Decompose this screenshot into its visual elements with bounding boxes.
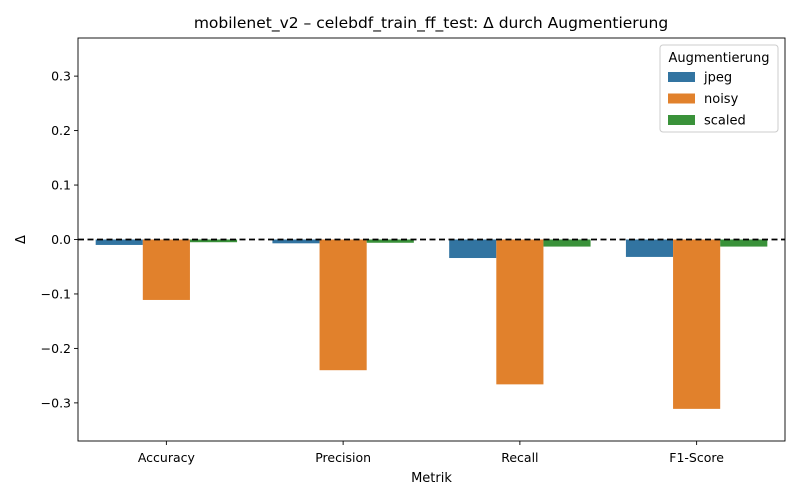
y-tick-label: 0.1 xyxy=(51,178,71,193)
bar-jpeg-f1-score xyxy=(625,239,674,257)
bar-scaled-f1-score xyxy=(720,239,768,247)
bar-noisy-f1-score xyxy=(673,239,721,409)
x-tick-label: Precision xyxy=(315,450,371,465)
x-axis-label: Metrik xyxy=(411,471,452,486)
legend-title: Augmentierung xyxy=(668,51,769,66)
bar-scaled-recall xyxy=(543,239,591,247)
legend-label-jpeg: jpeg xyxy=(703,71,732,86)
legend: Augmentierung jpeg noisy scaled xyxy=(659,44,779,133)
y-tick-label: −0.3 xyxy=(41,395,71,410)
chart-title: mobilenet_v2 – celebdf_train_ff_test: Δ … xyxy=(194,14,668,33)
x-tick-label: F1-Score xyxy=(669,450,724,465)
legend-swatch-jpeg xyxy=(668,72,695,82)
y-tick-label: −0.1 xyxy=(41,286,71,301)
legend-box xyxy=(659,44,779,133)
plot-frame xyxy=(77,37,786,442)
bar-scaled-accuracy xyxy=(189,239,238,243)
legend-entries: jpeg noisy scaled xyxy=(668,71,746,129)
x-tick-label: Accuracy xyxy=(138,450,196,465)
bar-noisy-accuracy xyxy=(142,239,190,300)
bar-jpeg-recall xyxy=(449,239,497,259)
y-axis: 0.3 0.2 0.1 0.0 −0.1 −0.2 −0.3 xyxy=(41,69,78,410)
bar-jpeg-precision xyxy=(272,239,320,244)
legend-swatch-noisy xyxy=(668,93,695,104)
bars-layer xyxy=(95,239,768,409)
bar-noisy-recall xyxy=(496,239,544,385)
y-axis-label: Δ xyxy=(14,235,29,244)
legend-swatch-scaled xyxy=(668,115,695,125)
x-axis: Accuracy Precision Recall F1-Score xyxy=(138,441,724,465)
y-tick-label: 0.2 xyxy=(51,123,71,138)
bar-jpeg-accuracy xyxy=(95,239,143,245)
y-tick-label: 0.3 xyxy=(51,69,71,84)
bar-noisy-precision xyxy=(319,239,367,371)
y-tick-label: 0.0 xyxy=(51,232,71,247)
legend-label-noisy: noisy xyxy=(704,92,739,107)
legend-label-scaled: scaled xyxy=(704,114,746,129)
x-tick-label: Recall xyxy=(501,450,538,465)
bar-scaled-precision xyxy=(366,239,414,243)
y-tick-label: −0.2 xyxy=(41,341,71,356)
